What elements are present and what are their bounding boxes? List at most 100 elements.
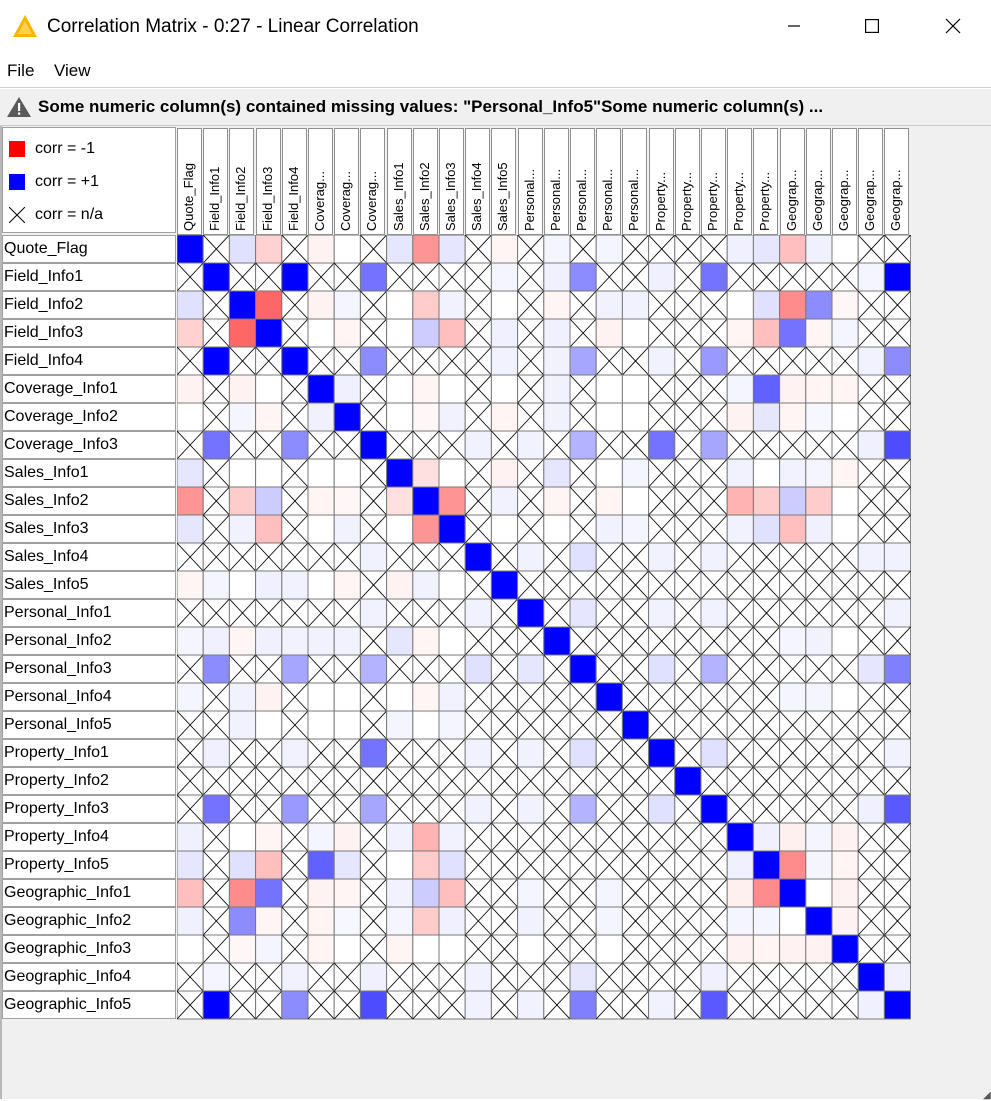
matrix-cell [464, 962, 492, 992]
column-header: Personal... [622, 128, 648, 235]
matrix-cell [359, 990, 388, 1020]
matrix-cell [281, 654, 309, 684]
matrix-cell [752, 570, 781, 600]
matrix-cell [595, 318, 623, 348]
matrix-cell [595, 794, 623, 824]
matrix-cell [255, 906, 283, 936]
matrix-cell [464, 402, 492, 432]
column-header-label: Coverag... [312, 171, 327, 231]
matrix-cell [805, 654, 833, 684]
matrix-cell [386, 598, 414, 628]
matrix-cell [359, 374, 388, 404]
row-header: Personal_Info3 [2, 655, 176, 683]
matrix-cell [490, 262, 519, 292]
row-header: Field_Info1 [2, 263, 176, 291]
close-button[interactable] [923, 0, 983, 56]
matrix-cell [779, 458, 807, 488]
matrix-cell [752, 878, 781, 908]
matrix-cell [307, 262, 335, 292]
matrix-cell [883, 738, 911, 768]
matrix-cell [805, 626, 833, 656]
matrix-cell [831, 990, 859, 1020]
matrix-cell [490, 794, 519, 824]
matrix-cell [831, 626, 859, 656]
matrix-cell [726, 374, 754, 404]
matrix-cell [281, 878, 309, 908]
matrix-cell [621, 598, 650, 628]
matrix-cell [464, 654, 492, 684]
matrix-cell [438, 430, 466, 460]
warning-icon [6, 96, 32, 123]
matrix-cell [490, 850, 519, 880]
minimize-button[interactable] [764, 0, 824, 56]
matrix-cell [464, 542, 492, 572]
matrix-cell [255, 654, 283, 684]
matrix-cell [700, 906, 728, 936]
matrix-cell [726, 794, 754, 824]
matrix-cell [752, 318, 781, 348]
matrix-cell [857, 654, 885, 684]
matrix-cell [543, 682, 571, 712]
matrix-cell [177, 598, 204, 628]
matrix-cell [177, 850, 204, 880]
matrix-cell [595, 486, 623, 516]
matrix-cell [255, 850, 283, 880]
matrix-cell [464, 290, 492, 320]
row-header: Property_Info1 [2, 739, 176, 767]
menu-file[interactable]: File [7, 61, 35, 80]
matrix-cell [386, 654, 414, 684]
matrix-cell [883, 486, 911, 516]
matrix-cell [726, 710, 754, 740]
matrix-cell [569, 654, 597, 684]
matrix-cell [621, 766, 650, 796]
matrix-cell [831, 542, 859, 572]
resize-grip-icon[interactable]: ◢ [983, 1090, 991, 1101]
matrix-cell [490, 290, 519, 320]
matrix-cell [883, 654, 911, 684]
matrix-cell [831, 486, 859, 516]
matrix-cell [726, 235, 754, 264]
column-header-label: Quote_Flag [181, 163, 196, 231]
matrix-cell [726, 458, 754, 488]
menu-view[interactable]: View [54, 61, 91, 80]
matrix-cell [177, 346, 204, 376]
column-header-label: Property... [652, 171, 668, 231]
matrix-cell [779, 570, 807, 600]
matrix-cell [857, 430, 885, 460]
matrix-cell [281, 822, 309, 852]
row-header: Personal_Info5 [2, 711, 176, 739]
column-header: Field_Info2 [229, 128, 255, 235]
matrix-cell [517, 430, 545, 460]
column-header-label: Property... [731, 171, 747, 231]
matrix-cell [752, 990, 781, 1020]
matrix-cell [857, 850, 885, 880]
matrix-cell [438, 402, 466, 432]
matrix-cell [857, 290, 885, 320]
matrix-cell [281, 290, 309, 320]
matrix-cell [517, 738, 545, 768]
matrix-cell [883, 794, 911, 824]
matrix-cell [412, 346, 440, 376]
matrix-cell [228, 374, 257, 404]
matrix-cell [752, 262, 781, 292]
matrix-cell [883, 710, 911, 740]
matrix-cell [177, 318, 204, 348]
matrix-cell [779, 486, 807, 516]
column-header-label: Sales_Info1 [390, 162, 406, 231]
maximize-button[interactable] [842, 0, 902, 56]
legend-item-negative: corr = -1 [9, 138, 95, 160]
row-header: Property_Info5 [2, 851, 176, 879]
column-header: Property... [753, 128, 779, 235]
matrix-cell [648, 626, 676, 656]
matrix-cell [857, 626, 885, 656]
matrix-cell [281, 598, 309, 628]
matrix-cell [307, 402, 335, 432]
matrix-cell [438, 934, 466, 964]
matrix-cell [569, 878, 597, 908]
matrix-cell [648, 710, 676, 740]
column-header-label: Geograp... [836, 169, 851, 231]
matrix-cell [595, 738, 623, 768]
matrix-cell [883, 766, 911, 796]
matrix-cell [648, 598, 676, 628]
matrix-cell [281, 458, 309, 488]
